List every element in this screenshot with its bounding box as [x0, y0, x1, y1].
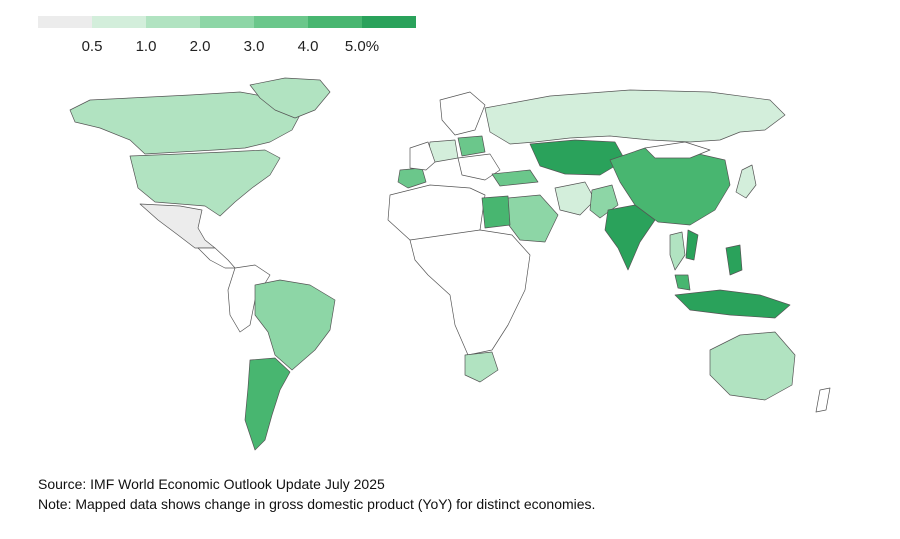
legend-swatch	[92, 16, 146, 28]
region-kazakhstan	[529, 139, 626, 176]
legend-label: 5.0%	[344, 38, 380, 55]
legend-swatch	[146, 16, 200, 28]
region-northwest-south-america	[227, 264, 271, 333]
region-indonesia	[674, 289, 791, 319]
region-vietnam	[685, 229, 699, 261]
region-egypt	[481, 195, 511, 229]
world-map	[69, 77, 831, 451]
region-mongolia	[644, 141, 711, 159]
region-canada	[69, 91, 301, 155]
region-scandinavia	[439, 91, 486, 136]
legend-label: 1.0	[135, 38, 157, 55]
legend-label: 2.0	[189, 38, 211, 55]
source-note: Source: IMF World Economic Outlook Updat…	[38, 476, 385, 492]
region-japan	[735, 164, 757, 199]
region-greenland	[249, 77, 331, 119]
legend-swatch	[200, 16, 254, 28]
region-brazil	[254, 279, 336, 371]
region-united-states	[129, 149, 281, 217]
region-spain	[397, 167, 427, 189]
region-russia	[484, 89, 786, 145]
legend-swatch	[38, 16, 92, 28]
region-new-zealand	[815, 387, 831, 413]
region-south-africa	[464, 351, 499, 383]
region-philippines	[725, 244, 743, 276]
legend-label: 3.0	[243, 38, 265, 55]
legend-swatch	[362, 16, 416, 28]
region-saudi-arabia	[504, 194, 559, 243]
region-india	[604, 204, 656, 271]
region-thailand	[669, 231, 686, 271]
region-malaysia	[674, 274, 691, 291]
legend-swatch	[308, 16, 362, 28]
region-argentina	[244, 357, 291, 451]
region-poland	[457, 135, 486, 157]
region-turkey	[491, 169, 539, 187]
legend-label: 0.5	[81, 38, 103, 55]
region-iran	[554, 181, 596, 216]
region-central-africa	[409, 229, 531, 356]
region-central-america	[197, 247, 236, 269]
region-western-europe	[409, 141, 436, 171]
legend-label: 4.0	[297, 38, 319, 55]
region-mexico	[139, 203, 216, 249]
color-legend: 0.5 1.0 2.0 3.0 4.0 5.0%	[38, 16, 418, 56]
data-note: Note: Mapped data shows change in gross …	[38, 496, 596, 512]
legend-swatch	[254, 16, 308, 28]
region-australia	[709, 331, 796, 401]
